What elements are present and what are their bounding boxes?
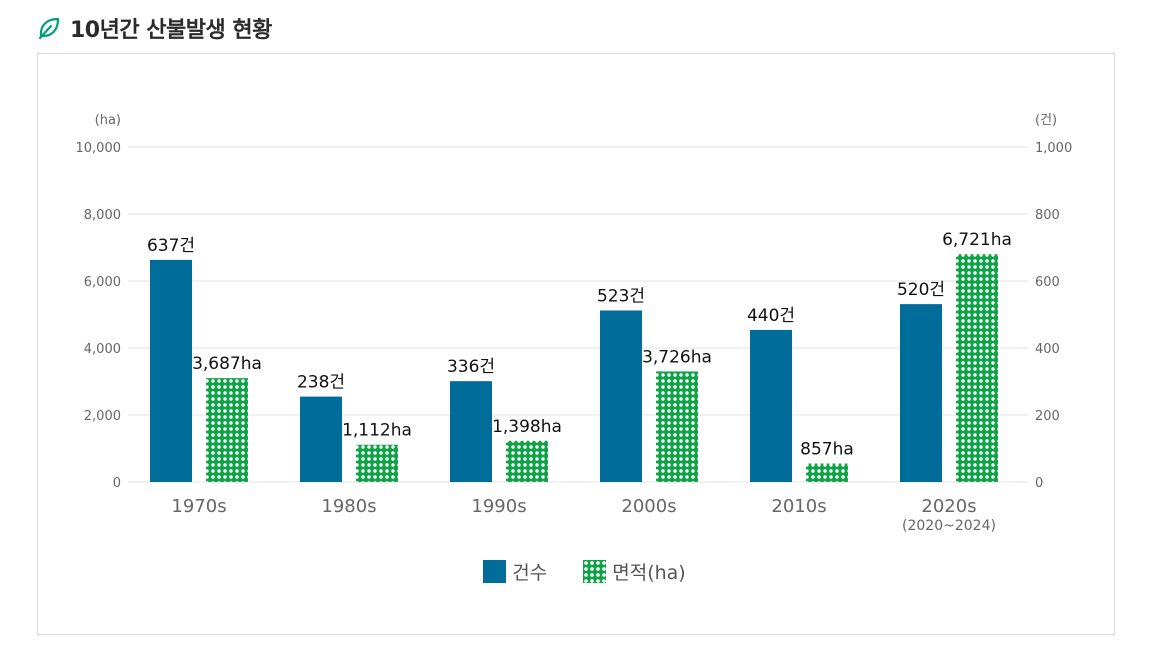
- legend-item-area: 면적(ha): [583, 558, 686, 585]
- data-label-count: 336건: [447, 357, 495, 377]
- y-right-tick-label: 400: [1035, 342, 1060, 357]
- page-header: 10년간 산불발생 현황: [36, 12, 272, 44]
- leaf-icon: [38, 17, 60, 40]
- legend-label-area: 면적(ha): [612, 562, 686, 584]
- page-title: 10년간 산불발생 현황: [70, 18, 272, 43]
- y-right-unit: (건): [1035, 113, 1057, 128]
- bar-count-2020s: [900, 304, 942, 482]
- chart-legend: 건수 면적(ha): [0, 558, 1169, 585]
- bar-area-2020s: [956, 254, 998, 482]
- y-right-tick-label: 200: [1035, 409, 1060, 424]
- data-label-area: 6,721ha: [942, 230, 1012, 250]
- legend-swatch-count: [483, 560, 507, 583]
- data-label-area: 1,112ha: [342, 421, 412, 441]
- legend-item-count: 건수: [483, 558, 547, 585]
- y-left-tick-label: 0: [113, 476, 121, 491]
- x-tick-label: 2010s: [771, 496, 826, 517]
- data-label-count: 520건: [897, 280, 945, 300]
- bar-area-2010s: [806, 463, 848, 482]
- y-right-tick-label: 0: [1035, 476, 1043, 491]
- bar-count-2000s: [600, 310, 642, 482]
- data-label-count: 440건: [747, 306, 795, 326]
- data-label-count: 523건: [597, 286, 645, 306]
- bar-area-1970s: [206, 378, 248, 482]
- x-tick-label: 2000s: [621, 496, 676, 517]
- legend-label-count: 건수: [512, 562, 548, 584]
- x-tick-label: 1970s: [171, 496, 226, 517]
- bar-area-1980s: [356, 444, 398, 482]
- y-right-tick-label: 1,000: [1035, 141, 1072, 156]
- data-label-area: 1,398ha: [492, 417, 562, 437]
- y-left-tick-label: 10,000: [76, 141, 122, 156]
- bar-area-1990s: [506, 440, 548, 482]
- y-left-tick-label: 6,000: [84, 275, 121, 290]
- y-left-unit: (ha): [95, 113, 121, 128]
- bar-area-2000s: [656, 371, 698, 482]
- legend-swatch-area: [583, 560, 607, 583]
- bar-count-1970s: [150, 259, 192, 482]
- y-right-tick-label: 800: [1035, 208, 1060, 223]
- bar-count-1990s: [450, 381, 492, 482]
- y-left-tick-label: 8,000: [84, 208, 121, 223]
- bar-count-1980s: [300, 396, 342, 482]
- x-tick-sublabel: (2020~2024): [902, 518, 996, 534]
- x-tick-label: 1980s: [321, 496, 376, 517]
- y-left-tick-label: 2,000: [84, 409, 121, 424]
- data-label-area: 3,726ha: [642, 347, 712, 367]
- x-tick-label: 1990s: [471, 496, 526, 517]
- data-label-area: 857ha: [800, 440, 854, 460]
- data-label-area: 3,687ha: [192, 354, 262, 374]
- y-left-tick-label: 4,000: [84, 342, 121, 357]
- data-label-count: 637건: [147, 236, 195, 256]
- y-right-tick-label: 600: [1035, 275, 1060, 290]
- x-tick-label: 2020s: [921, 496, 976, 517]
- bar-count-2010s: [750, 329, 792, 482]
- data-label-count: 238건: [297, 373, 345, 393]
